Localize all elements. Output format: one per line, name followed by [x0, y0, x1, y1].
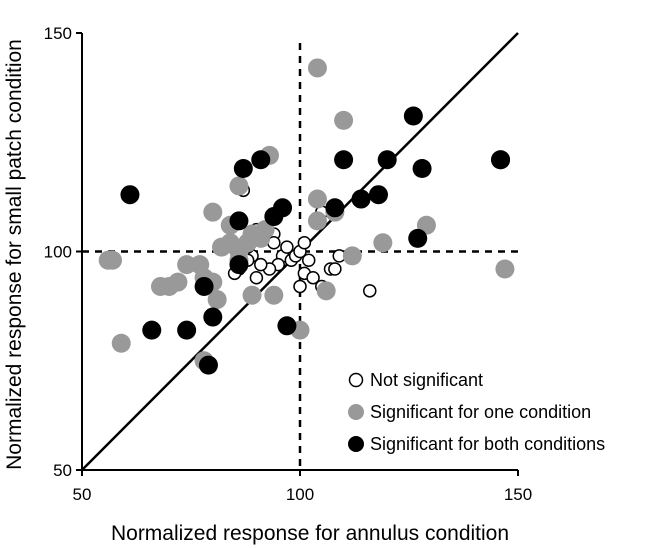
data-point-filled	[334, 110, 354, 130]
x-tick-label: 100	[286, 485, 314, 504]
legend-marker-filled	[348, 404, 364, 420]
y-axis-title: Normalized response for small patch cond…	[3, 39, 26, 470]
data-point-filled	[307, 58, 327, 78]
data-point-open	[280, 240, 294, 254]
data-point-filled	[491, 150, 511, 170]
data-point-filled	[238, 233, 258, 253]
data-point-filled	[233, 158, 253, 178]
data-point-filled	[194, 276, 214, 296]
data-point-filled	[177, 320, 197, 340]
data-point-filled	[229, 176, 249, 196]
data-point-filled	[242, 285, 262, 305]
data-point-filled	[111, 333, 131, 353]
data-point-filled	[203, 307, 223, 327]
data-point-filled	[307, 211, 327, 231]
data-point-open	[254, 257, 268, 272]
data-point-open	[328, 262, 342, 276]
data-point-filled	[334, 150, 354, 170]
data-point-filled	[264, 285, 284, 305]
y-tick-label: 150	[44, 24, 72, 43]
data-point-open	[363, 284, 377, 298]
data-point-filled	[177, 255, 197, 275]
data-point-filled	[251, 150, 271, 170]
x-tick-label: 150	[504, 485, 532, 504]
data-point-filled	[168, 272, 188, 292]
data-point-filled	[198, 355, 218, 375]
data-point-filled	[277, 316, 297, 336]
legend-marker-filled	[348, 436, 364, 452]
data-point-filled	[403, 106, 423, 126]
data-point-filled	[408, 228, 428, 248]
data-point-open	[249, 270, 264, 285]
x-axis-title: Normalized response for annulus conditio…	[111, 522, 509, 545]
legend-label: Significant for both conditions	[370, 434, 605, 454]
legend-label: Not significant	[370, 370, 483, 390]
series-2	[120, 106, 511, 375]
data-point-filled	[368, 185, 388, 205]
data-point-filled	[142, 320, 162, 340]
data-point-open	[301, 253, 316, 267]
data-point-filled	[342, 246, 362, 266]
data-point-open	[297, 236, 312, 250]
data-point-filled	[229, 211, 249, 231]
x-tick-label: 50	[73, 485, 92, 504]
data-point-filled	[495, 259, 515, 279]
data-point-filled	[373, 233, 393, 253]
data-point-filled	[325, 198, 345, 218]
data-point-filled	[207, 290, 227, 310]
legend-label: Significant for one condition	[370, 402, 591, 422]
data-point-filled	[103, 250, 123, 270]
series-1	[98, 58, 515, 371]
data-point-filled	[316, 281, 336, 301]
data-point-filled	[377, 150, 397, 170]
data-point-open	[293, 279, 307, 294]
data-point-filled	[120, 185, 140, 205]
data-point-filled	[351, 189, 371, 209]
data-point-open	[306, 270, 320, 285]
legend: Not significant Significant for one condi…	[348, 370, 605, 454]
y-tick-label: 100	[44, 243, 72, 262]
data-point-filled	[307, 189, 327, 209]
data-point-filled	[264, 207, 284, 227]
data-point-filled	[229, 255, 249, 275]
data-point-filled	[203, 202, 223, 222]
data-point-filled	[412, 158, 432, 178]
y-tick-label: 50	[53, 461, 72, 480]
legend-marker-open	[348, 372, 364, 388]
